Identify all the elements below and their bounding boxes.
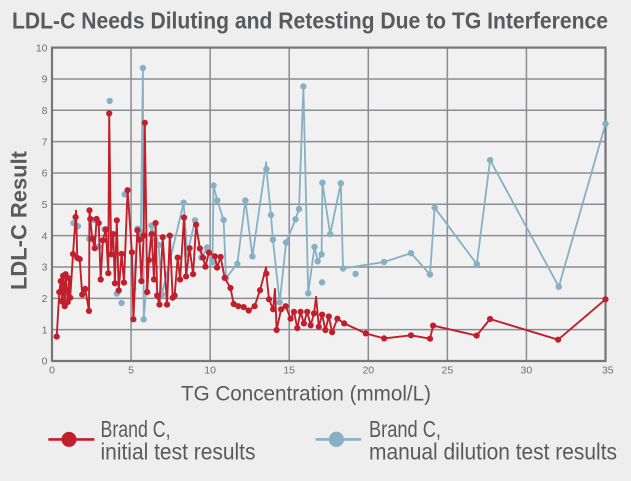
svg-text:9: 9 [42,74,48,86]
svg-text:10: 10 [204,364,216,376]
svg-text:manual dilution test results: manual dilution test results [369,439,617,465]
svg-text:Brand C,: Brand C, [101,416,171,442]
svg-text:0: 0 [49,364,55,376]
svg-text:TG Concentration (mmol/L): TG Concentration (mmol/L) [181,383,431,406]
svg-text:15: 15 [283,364,295,376]
svg-text:20: 20 [362,364,374,376]
svg-text:LDL-C Result: LDL-C Result [7,151,32,290]
svg-text:8: 8 [42,105,48,117]
svg-text:7: 7 [42,136,48,148]
svg-text:1: 1 [42,324,48,336]
svg-text:Brand C,: Brand C, [369,416,441,442]
svg-text:0: 0 [42,356,48,368]
svg-text:25: 25 [442,364,454,376]
svg-text:5: 5 [42,199,48,211]
svg-text:4: 4 [42,230,48,242]
svg-text:6: 6 [42,168,48,180]
svg-text:2: 2 [42,293,48,305]
svg-text:LDL-C Needs Diluting and Retes: LDL-C Needs Diluting and Retesting Due t… [12,8,608,34]
svg-text:3: 3 [42,262,48,274]
svg-text:5: 5 [128,364,134,376]
svg-text:initial test results: initial test results [101,439,256,465]
svg-text:10: 10 [36,42,48,54]
svg-text:35: 35 [602,364,614,376]
svg-text:30: 30 [521,364,533,376]
